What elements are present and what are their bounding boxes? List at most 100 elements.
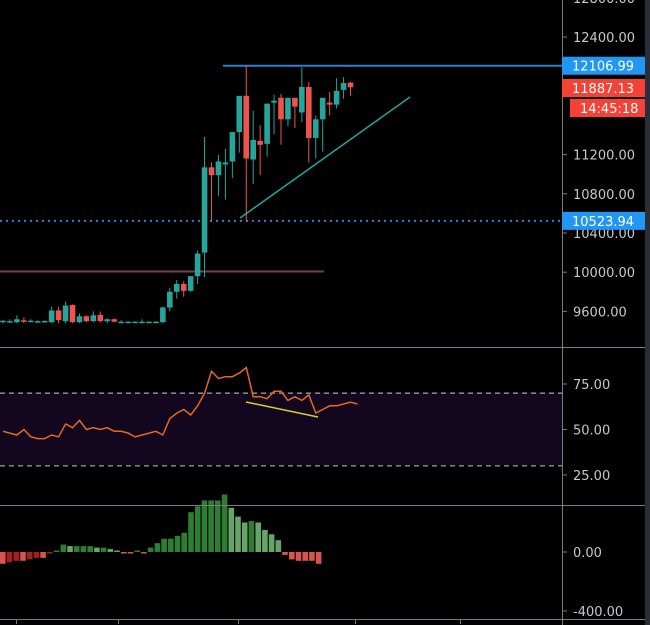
macd-pane[interactable] — [0, 494, 322, 564]
candle[interactable] — [160, 306, 166, 324]
macd-bar — [315, 552, 322, 564]
macd-bar — [262, 529, 268, 552]
candle[interactable] — [299, 67, 305, 123]
candle[interactable] — [90, 311, 97, 323]
candle[interactable] — [347, 82, 354, 96]
rsi-line[interactable] — [2, 366, 358, 440]
candle[interactable] — [208, 162, 215, 222]
candle[interactable] — [236, 95, 243, 153]
macd-bar — [141, 552, 147, 554]
candle[interactable] — [187, 276, 194, 292]
candle[interactable] — [139, 319, 145, 324]
macd-bar — [94, 547, 100, 552]
price-axis[interactable]: 12800.00 12400.00 11200.00 10800.00 10400.00… — [563, 0, 635, 320]
macd-bar — [87, 546, 93, 552]
candle[interactable] — [28, 319, 34, 323]
candle[interactable] — [153, 321, 159, 324]
svg-text:10523.94: 10523.94 — [572, 215, 634, 230]
price-badges: 12106.99 11887.13 14:45:18 10523.94 — [562, 56, 645, 230]
macd-bar — [67, 546, 73, 552]
candle[interactable] — [222, 148, 229, 200]
macd-bar — [134, 550, 140, 552]
price-pane[interactable] — [0, 64, 562, 324]
macd-bar — [114, 550, 120, 552]
price-axis-label: 12800.00 — [573, 0, 635, 7]
support-price-badge: 10523.94 — [562, 211, 645, 230]
candle[interactable] — [243, 65, 250, 222]
macd-bar — [26, 552, 33, 560]
macd-bar — [221, 494, 228, 552]
svg-text:11887.13: 11887.13 — [572, 82, 634, 97]
candle[interactable] — [111, 318, 117, 323]
candle[interactable] — [312, 115, 319, 159]
ascending-trendline[interactable] — [239, 96, 411, 219]
macd-bar — [201, 500, 208, 552]
macd-bar — [121, 552, 127, 554]
candle[interactable] — [264, 103, 270, 157]
macd-bar — [174, 535, 181, 552]
candle[interactable] — [34, 320, 41, 323]
macd-bar — [268, 534, 275, 552]
candle[interactable] — [194, 250, 201, 284]
rsi-divergence-line[interactable] — [245, 401, 319, 418]
candle[interactable] — [7, 319, 13, 323]
macd-bar — [20, 552, 26, 561]
candle[interactable] — [83, 315, 90, 323]
candle[interactable] — [285, 97, 291, 127]
candle[interactable] — [41, 320, 48, 323]
macd-bar — [235, 516, 241, 552]
candle[interactable] — [167, 287, 173, 312]
candle[interactable] — [250, 110, 256, 185]
macd-axis[interactable]: 0.00 -400.00 — [563, 546, 623, 620]
macd-bar — [228, 507, 235, 553]
macd-bar — [208, 500, 214, 552]
candle[interactable] — [118, 320, 124, 324]
macd-bar — [47, 552, 53, 554]
candle[interactable] — [69, 304, 76, 324]
candle[interactable] — [319, 97, 326, 152]
candle[interactable] — [278, 93, 284, 145]
candle[interactable] — [21, 317, 27, 324]
candle[interactable] — [271, 94, 277, 135]
candle[interactable] — [257, 125, 263, 176]
candle[interactable] — [201, 136, 208, 278]
candle[interactable] — [306, 82, 312, 163]
macd-bar — [6, 552, 13, 563]
rsi-axis[interactable]: 75.00 50.00 25.00 — [563, 378, 610, 484]
macd-bar — [241, 522, 248, 552]
candle[interactable] — [104, 318, 111, 324]
candle[interactable] — [180, 281, 187, 297]
candle[interactable] — [333, 78, 340, 109]
rsi-band-fill — [0, 392, 562, 465]
candle[interactable] — [125, 321, 131, 324]
macd-bar — [147, 547, 154, 552]
candle[interactable] — [97, 311, 104, 323]
candle[interactable] — [229, 132, 236, 179]
rsi-pane[interactable] — [0, 366, 562, 467]
candle[interactable] — [55, 306, 62, 324]
macd-bar — [295, 552, 302, 561]
rsi-axis-label: 50.00 — [573, 424, 610, 439]
candle[interactable] — [215, 154, 222, 196]
candle[interactable] — [48, 306, 55, 324]
macd-bar — [302, 552, 308, 561]
candle[interactable] — [146, 321, 152, 324]
candle[interactable] — [292, 97, 298, 129]
svg-text:12106.99: 12106.99 — [572, 60, 634, 75]
macd-bar — [168, 538, 174, 552]
candle[interactable] — [0, 320, 6, 324]
macd-bar — [181, 532, 187, 552]
macd-bar — [127, 552, 134, 554]
candle[interactable] — [76, 313, 83, 324]
candle[interactable] — [62, 301, 69, 324]
candle[interactable] — [132, 321, 138, 324]
macd-bar — [161, 538, 167, 552]
candle[interactable] — [326, 91, 333, 116]
macd-bar — [107, 549, 114, 552]
candle[interactable] — [340, 77, 347, 99]
candle[interactable] — [14, 315, 20, 324]
macd-bar — [100, 547, 107, 552]
time-axis-ticks — [16, 620, 461, 624]
candle[interactable] — [173, 280, 180, 299]
